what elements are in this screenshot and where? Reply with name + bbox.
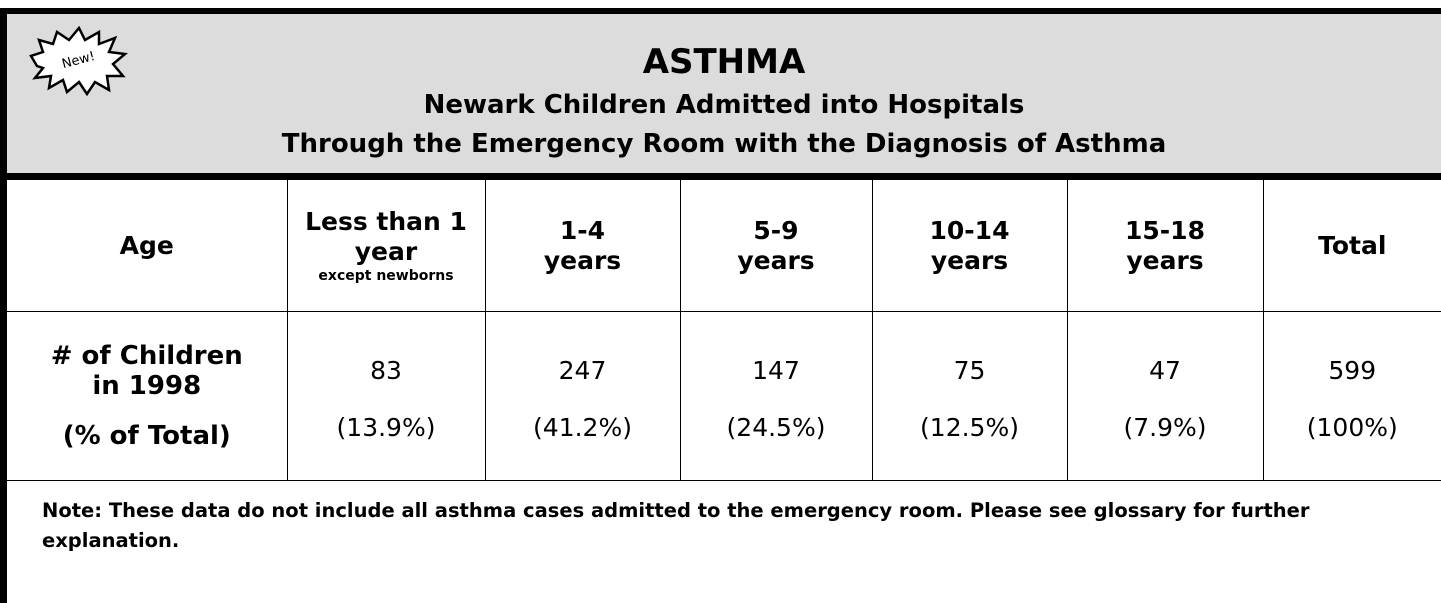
header-line: 5-9 bbox=[753, 215, 799, 245]
count: 599 bbox=[1328, 355, 1377, 385]
data-cell: 83 (13.9%) bbox=[286, 311, 486, 481]
header-line: years bbox=[543, 245, 622, 275]
header-cell: 5-9 years bbox=[679, 179, 873, 312]
header-line: Age bbox=[119, 230, 174, 260]
percent: (41.2%) bbox=[533, 412, 632, 442]
subtitle: Through the Emergency Room with the Diag… bbox=[281, 129, 1167, 159]
header-cell: 1-4 years bbox=[484, 179, 681, 312]
row-label-cell: # of Children in 1998 (% of Total) bbox=[7, 311, 288, 481]
header-cell: Age bbox=[7, 179, 288, 312]
percent: (12.5%) bbox=[920, 412, 1019, 442]
header-line: 1-4 bbox=[559, 215, 606, 245]
pct-label: (% of Total) bbox=[62, 421, 231, 451]
percent: (13.9%) bbox=[336, 412, 436, 442]
header-cell: Total bbox=[1262, 179, 1441, 312]
row-label-line: in 1998 bbox=[92, 371, 202, 401]
count: 75 bbox=[953, 355, 986, 385]
header-line: 10-14 bbox=[929, 215, 1010, 245]
header-cell: 10-14 years bbox=[871, 179, 1068, 312]
count: 147 bbox=[752, 355, 800, 385]
count: 83 bbox=[370, 355, 402, 385]
header-note: except newborns bbox=[318, 267, 454, 284]
note: Note: These data do not include all asth… bbox=[42, 499, 1310, 552]
header-line: Total bbox=[1318, 230, 1387, 260]
header-line: years bbox=[1126, 245, 1204, 275]
header-line: year bbox=[354, 236, 418, 266]
data-table: Age Less than 1 year except newborns 1-4 year… bbox=[7, 179, 1441, 481]
header-line: years bbox=[930, 245, 1009, 275]
data-cell: 147 (24.5%) bbox=[679, 311, 873, 481]
data-cell: 47 (7.9%) bbox=[1066, 311, 1264, 481]
new-badge: New! bbox=[29, 26, 129, 96]
header-row: Age Less than 1 year except newborns 1-4 year… bbox=[7, 179, 1441, 312]
header-cell: 15-18 years bbox=[1066, 179, 1264, 312]
data-cell: 247 (41.2%) bbox=[484, 311, 681, 481]
data-row: # of Children in 1998 (% of Total) 83 (13.9%… bbox=[7, 311, 1441, 481]
data-cell: 599 (100%) bbox=[1262, 311, 1441, 481]
count: 247 bbox=[558, 355, 607, 385]
row-label: # of Children in 1998 bbox=[7, 341, 287, 401]
header-line: Less than 1 bbox=[305, 206, 467, 236]
header-line: years bbox=[737, 245, 815, 275]
header: New! ASTHMA Newark Children Admitted int… bbox=[7, 14, 1441, 179]
count: 47 bbox=[1149, 355, 1181, 385]
percent: (7.9%) bbox=[1123, 412, 1207, 442]
header-line: 15-18 bbox=[1125, 215, 1205, 245]
frame: New! ASTHMA Newark Children Admitted int… bbox=[0, 8, 1441, 603]
percent: (24.5%) bbox=[726, 412, 826, 442]
title: ASTHMA bbox=[642, 42, 806, 82]
percent: (100%) bbox=[1306, 412, 1398, 442]
data-cell: 75 (12.5%) bbox=[871, 311, 1068, 481]
row-label-line: # of Children bbox=[50, 341, 243, 371]
subtitle: Newark Children Admitted into Hospitals bbox=[423, 90, 1025, 120]
header-cell: Less than 1 year except newborns bbox=[286, 179, 486, 312]
